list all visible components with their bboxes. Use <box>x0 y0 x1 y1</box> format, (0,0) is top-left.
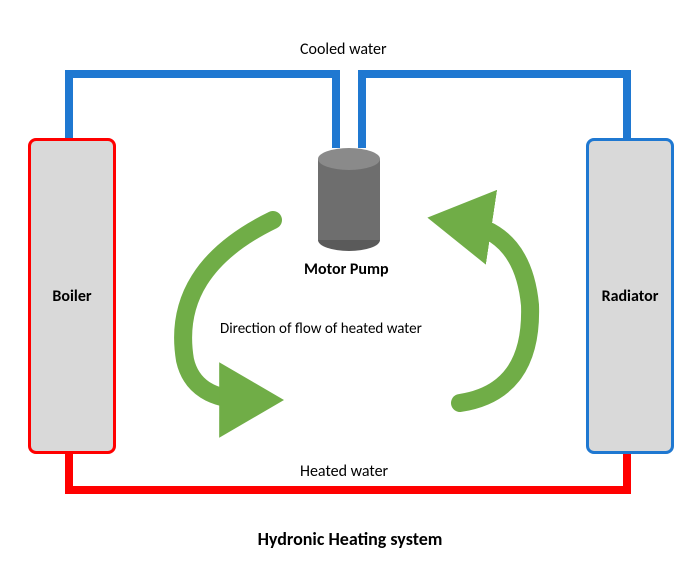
diagram-title: Hydronic Heating system <box>0 528 700 550</box>
cooled-water-label: Cooled water <box>300 40 387 59</box>
flow-arrows <box>0 0 700 568</box>
direction-flow-label: Direction of flow of heated water <box>220 320 422 338</box>
heated-water-label: Heated water <box>300 462 388 481</box>
diagram-root: { "diagram": { "type": "flowchart", "tit… <box>0 0 700 568</box>
motor-pump-label: Motor Pump <box>304 260 389 279</box>
